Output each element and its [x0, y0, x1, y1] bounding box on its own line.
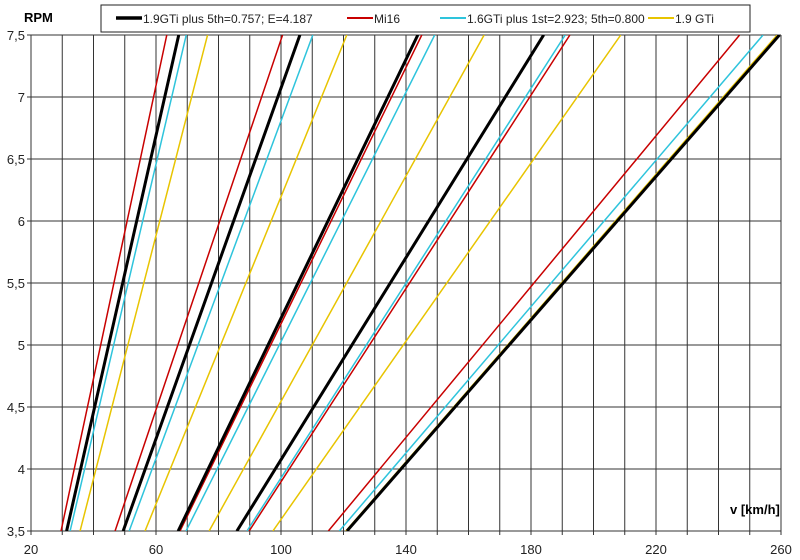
series-line-3-gear-1 — [69, 35, 187, 531]
y-axis-title: RPM — [24, 10, 53, 25]
x-tick-label: 260 — [770, 542, 792, 557]
series-line-3-gear-5 — [338, 35, 764, 531]
series-line-2-gear-5 — [327, 35, 741, 531]
series-line-3-gear-4 — [246, 35, 566, 531]
y-tick-label: 5 — [18, 338, 25, 353]
x-tick-label: 20 — [24, 542, 38, 557]
x-tick-label: 60 — [149, 542, 163, 557]
series-line-4-gear-1 — [79, 35, 209, 531]
series-line-2-gear-4 — [248, 35, 571, 531]
y-tick-label: 7,5 — [7, 28, 25, 43]
series-line-1-gear-1 — [65, 35, 181, 531]
series-line-1-gear-3 — [176, 35, 420, 531]
series-line-2-gear-1 — [60, 35, 168, 531]
legend-label: 1.9 GTi — [675, 12, 714, 26]
y-tick-label: 6,5 — [7, 152, 25, 167]
y-tick-label: 5,5 — [7, 276, 25, 291]
x-tick-label: 140 — [395, 542, 417, 557]
legend-label: Mi16 — [374, 12, 400, 26]
legend-box — [100, 4, 751, 33]
series-line-2-gear-2 — [114, 35, 284, 531]
series-line-4-gear-2 — [144, 35, 348, 531]
series-line-2-gear-3 — [179, 35, 423, 531]
series-line-1-gear-4 — [235, 35, 545, 531]
legend-label: 1.9GTi plus 5th=0.757; E=4.187 — [143, 12, 313, 26]
legend-label: 1.6GTi plus 1st=2.923; 5th=0.800 — [467, 12, 645, 26]
x-tick-label: 100 — [270, 542, 292, 557]
y-tick-label: 4,5 — [7, 400, 25, 415]
y-tick-label: 6 — [18, 214, 25, 229]
y-tick-label: 3,5 — [7, 524, 25, 539]
x-axis-title: v [km/h] — [730, 502, 780, 517]
series-line-3-gear-2 — [128, 35, 314, 531]
series-line-4-gear-3 — [208, 35, 485, 531]
series-line-1-gear-5 — [345, 35, 781, 531]
series-line-1-gear-2 — [121, 35, 302, 531]
y-tick-label: 7 — [18, 90, 25, 105]
x-tick-label: 180 — [520, 542, 542, 557]
x-tick-label: 220 — [645, 542, 667, 557]
series-line-4-gear-4 — [272, 35, 622, 531]
y-tick-label: 4 — [18, 462, 25, 477]
series-line-3-gear-3 — [185, 35, 436, 531]
plot-area — [60, 35, 781, 531]
